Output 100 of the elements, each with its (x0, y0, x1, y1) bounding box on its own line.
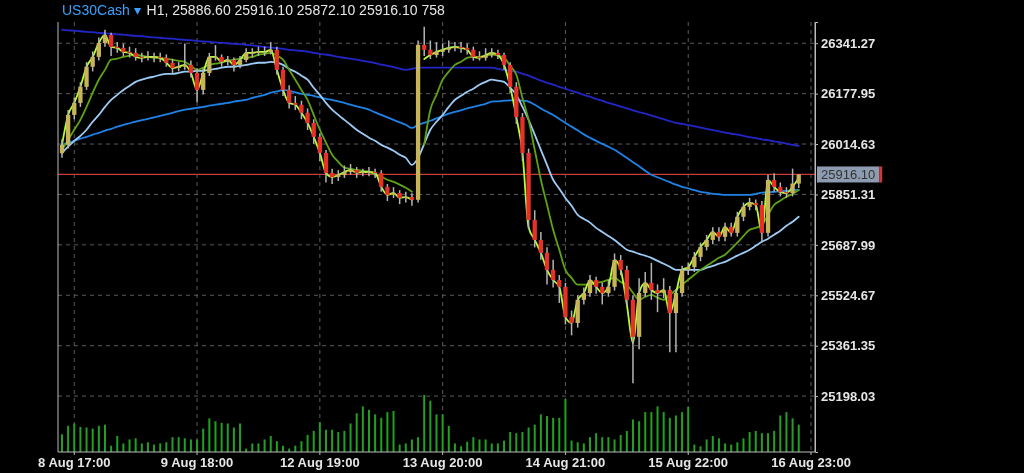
bar (705, 439, 708, 452)
candlestick (655, 283, 660, 313)
bar (159, 443, 162, 452)
candlestick (508, 61, 513, 94)
bar (527, 427, 530, 452)
candlestick (311, 118, 316, 145)
candlestick (649, 262, 654, 301)
bar (435, 414, 438, 452)
candlestick (661, 277, 666, 300)
candlestick (544, 246, 550, 286)
bar (760, 433, 763, 452)
bar (595, 433, 598, 452)
bar (539, 414, 542, 452)
candlestick (790, 167, 795, 198)
candlestick (667, 285, 672, 354)
bar (214, 421, 217, 452)
bar (429, 400, 432, 452)
candlestick (618, 254, 623, 276)
x-tick-label: 13 Aug 20:00 (402, 455, 483, 471)
x-tick-label: 9 Aug 18:00 (160, 455, 234, 471)
candlestick (145, 50, 151, 62)
bar (312, 430, 315, 452)
candlestick (735, 211, 740, 238)
bar (724, 443, 727, 452)
bar (91, 428, 94, 452)
bar (662, 412, 665, 452)
candlestick (551, 258, 556, 289)
candlestick (360, 167, 365, 178)
bar (785, 412, 788, 452)
bar (441, 414, 444, 452)
candlestick (108, 32, 114, 57)
candlestick (96, 36, 101, 62)
candlestick (115, 41, 120, 54)
candlestick (84, 61, 89, 91)
candlestick (741, 201, 746, 222)
bar (484, 439, 487, 452)
y-tick-label: 25361.35 (821, 338, 876, 354)
bar (67, 425, 70, 452)
bar (748, 432, 751, 452)
candlestick (194, 67, 200, 104)
bar (613, 439, 616, 452)
bar (607, 437, 610, 452)
bar (588, 437, 591, 452)
bar (638, 421, 641, 452)
bar (460, 446, 463, 452)
candlestick (305, 107, 310, 131)
bar (208, 418, 211, 452)
candlestick (287, 84, 292, 110)
bar (220, 422, 223, 452)
candlestick (207, 52, 212, 77)
candlestick (403, 191, 408, 204)
candlestick (201, 67, 206, 96)
bar (189, 439, 192, 452)
candlestick (182, 42, 187, 71)
bar (318, 422, 321, 452)
candlestick (299, 99, 304, 120)
bar (619, 434, 622, 452)
bar (239, 423, 242, 452)
candlestick (772, 172, 777, 193)
candlestick (366, 166, 372, 178)
candlestick (575, 294, 580, 329)
bar (202, 428, 205, 452)
candlestick (323, 149, 329, 184)
y-tick-label: 25687.99 (821, 237, 876, 253)
bar (552, 417, 555, 452)
bar (361, 406, 364, 452)
bar (257, 443, 260, 452)
bar (509, 432, 512, 452)
candlestick (428, 39, 433, 60)
line-series (61, 28, 800, 147)
y-tick-label: 25198.03 (821, 388, 876, 404)
bar (496, 443, 499, 452)
bar (779, 415, 782, 452)
chart-subtitle: H1, 25886.60 25916.10 25872.10 25916.10 758 (146, 2, 445, 18)
candlestick (72, 96, 77, 120)
bar (232, 427, 235, 452)
bar (343, 430, 346, 452)
bar (392, 410, 395, 452)
candlestick (679, 265, 685, 298)
candlestick (78, 81, 83, 108)
bar (711, 436, 714, 452)
x-tick-label: 15 Aug 22:00 (648, 455, 729, 471)
bar (742, 438, 745, 452)
bar (196, 439, 199, 452)
candlestick (409, 192, 415, 207)
bar (668, 417, 671, 452)
y-tick-label: 25851.31 (821, 187, 876, 203)
bar (73, 423, 76, 452)
bar (226, 423, 229, 452)
candlestick (158, 52, 163, 63)
bar (103, 424, 106, 452)
candlestick (643, 271, 648, 298)
bar (625, 430, 628, 452)
bar (736, 442, 739, 452)
bar (674, 415, 677, 452)
x-tick-label: 12 Aug 19:00 (279, 455, 360, 471)
bar (146, 442, 149, 452)
bar (128, 439, 131, 452)
candlestick (151, 52, 157, 63)
candlestick (372, 167, 378, 179)
